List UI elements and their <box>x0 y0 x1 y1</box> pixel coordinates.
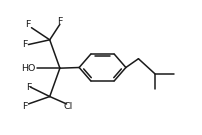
Text: F: F <box>25 21 30 29</box>
Text: F: F <box>57 17 62 26</box>
Text: F: F <box>22 102 27 111</box>
Text: F: F <box>26 83 31 92</box>
Text: HO: HO <box>21 64 35 73</box>
Text: F: F <box>22 40 27 49</box>
Text: Cl: Cl <box>64 102 73 111</box>
